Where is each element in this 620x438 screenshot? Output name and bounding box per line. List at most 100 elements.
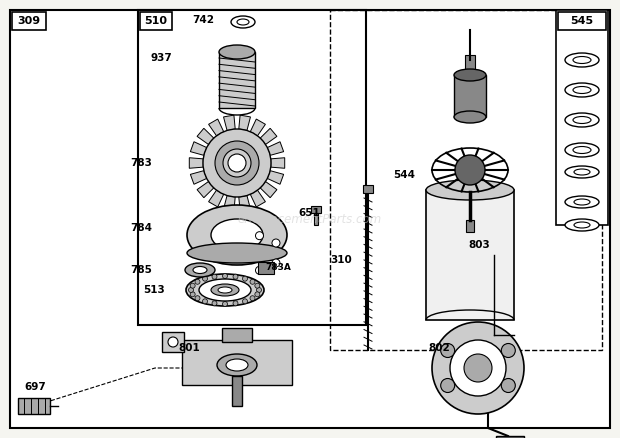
Text: 544: 544 [393, 170, 415, 180]
Circle shape [195, 296, 200, 301]
Bar [496, 436, 524, 438]
Bar [222, 328, 252, 342]
Circle shape [215, 141, 259, 185]
Polygon shape [267, 171, 283, 184]
Text: 545: 545 [570, 16, 593, 26]
Circle shape [223, 149, 251, 177]
Ellipse shape [231, 16, 255, 28]
Ellipse shape [565, 53, 599, 67]
Text: 697: 697 [24, 382, 46, 392]
Circle shape [233, 301, 238, 306]
Bar [426, 190, 514, 320]
Polygon shape [239, 195, 250, 211]
Circle shape [233, 274, 238, 279]
Circle shape [255, 232, 264, 240]
Polygon shape [250, 119, 265, 136]
Text: 510: 510 [144, 16, 167, 26]
Bar [219, 52, 255, 108]
Ellipse shape [574, 169, 590, 175]
Circle shape [223, 301, 228, 307]
Ellipse shape [573, 117, 591, 124]
Polygon shape [250, 190, 265, 207]
Ellipse shape [454, 111, 486, 123]
Bar [140, 12, 172, 30]
Ellipse shape [573, 86, 591, 93]
Bar [558, 12, 606, 30]
Circle shape [450, 340, 506, 396]
Text: 937: 937 [150, 53, 172, 63]
Bar [12, 12, 46, 30]
Bar [162, 332, 184, 352]
Circle shape [168, 337, 178, 347]
Text: 783A: 783A [265, 264, 291, 272]
Bar [466, 220, 474, 232]
Text: 309: 309 [17, 16, 40, 26]
Ellipse shape [211, 284, 239, 296]
Ellipse shape [573, 57, 591, 64]
Circle shape [502, 343, 515, 357]
Ellipse shape [219, 45, 255, 59]
Circle shape [212, 274, 217, 279]
Polygon shape [271, 158, 285, 168]
Text: 651: 651 [298, 208, 320, 218]
Ellipse shape [187, 205, 287, 265]
Circle shape [228, 154, 246, 172]
Circle shape [212, 301, 217, 306]
Polygon shape [267, 142, 283, 155]
Ellipse shape [237, 19, 249, 25]
Ellipse shape [565, 143, 599, 157]
Circle shape [203, 276, 208, 281]
Circle shape [257, 287, 262, 293]
Bar [138, 10, 366, 325]
Circle shape [250, 296, 255, 301]
Polygon shape [189, 158, 203, 168]
Polygon shape [197, 181, 214, 198]
Circle shape [223, 273, 228, 279]
Polygon shape [208, 119, 224, 136]
Ellipse shape [193, 266, 207, 273]
Circle shape [464, 354, 492, 382]
Ellipse shape [455, 155, 485, 185]
Text: 310: 310 [330, 255, 352, 265]
Circle shape [242, 299, 247, 304]
Polygon shape [260, 181, 277, 198]
Circle shape [441, 378, 454, 392]
Circle shape [195, 279, 200, 284]
Bar [311, 206, 321, 213]
Ellipse shape [565, 219, 599, 231]
Polygon shape [260, 128, 277, 145]
Polygon shape [239, 115, 250, 131]
Bar [314, 213, 318, 225]
Bar [465, 55, 475, 75]
Circle shape [272, 259, 280, 267]
Text: 803: 803 [468, 240, 490, 250]
Polygon shape [224, 115, 235, 131]
Text: 802: 802 [428, 343, 450, 353]
Ellipse shape [226, 359, 248, 371]
Circle shape [272, 239, 280, 247]
Polygon shape [224, 195, 235, 211]
Ellipse shape [426, 180, 514, 200]
Ellipse shape [573, 146, 591, 153]
Ellipse shape [187, 243, 287, 263]
Ellipse shape [211, 219, 263, 251]
Text: eReplacementParts.com: eReplacementParts.com [238, 213, 382, 226]
Polygon shape [190, 171, 206, 184]
Ellipse shape [218, 287, 232, 293]
Ellipse shape [199, 279, 251, 301]
Bar [363, 185, 373, 193]
Text: 513: 513 [143, 285, 165, 295]
Circle shape [188, 287, 193, 293]
Text: 785: 785 [130, 265, 152, 275]
Ellipse shape [574, 222, 590, 228]
Ellipse shape [565, 166, 599, 178]
Circle shape [255, 266, 264, 274]
Ellipse shape [186, 274, 264, 306]
Circle shape [250, 279, 255, 284]
Bar [18, 398, 50, 414]
Bar [182, 340, 292, 385]
Text: 742: 742 [192, 15, 214, 25]
Circle shape [190, 292, 195, 297]
Circle shape [255, 292, 260, 297]
Polygon shape [190, 142, 206, 155]
